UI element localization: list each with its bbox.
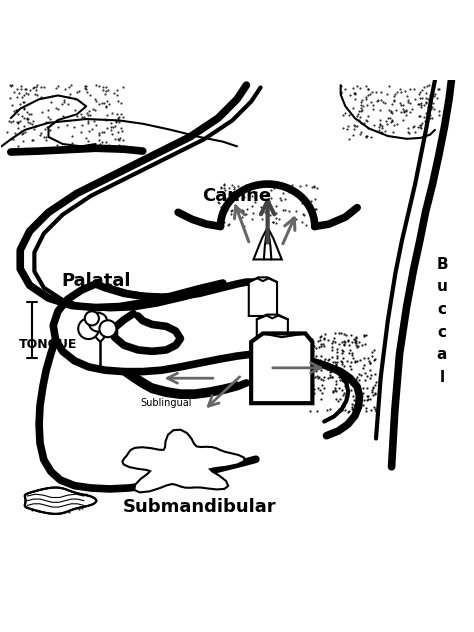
Polygon shape xyxy=(257,315,288,355)
Text: a: a xyxy=(437,347,447,362)
Text: Sublingual: Sublingual xyxy=(140,398,192,408)
Polygon shape xyxy=(25,487,96,514)
Circle shape xyxy=(89,313,108,332)
Text: l: l xyxy=(439,370,445,385)
Polygon shape xyxy=(249,277,277,316)
Text: Submandibular: Submandibular xyxy=(122,498,276,516)
Polygon shape xyxy=(251,334,312,403)
Circle shape xyxy=(100,320,117,337)
Text: c: c xyxy=(438,302,447,317)
Polygon shape xyxy=(254,228,282,260)
Circle shape xyxy=(85,312,99,325)
Text: c: c xyxy=(438,324,447,339)
Text: u: u xyxy=(437,279,447,295)
Polygon shape xyxy=(122,430,244,492)
Text: B: B xyxy=(436,257,448,272)
Text: TONGUE: TONGUE xyxy=(19,337,78,351)
Text: Palatal: Palatal xyxy=(61,272,130,289)
Circle shape xyxy=(78,319,99,339)
Text: Canine: Canine xyxy=(202,187,272,205)
